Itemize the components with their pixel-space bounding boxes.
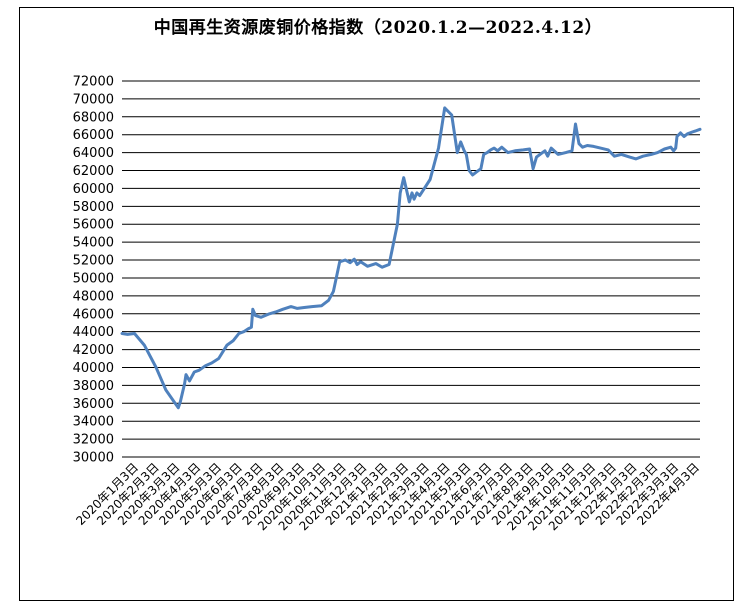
y-tick-label: 48000 xyxy=(73,289,114,304)
x-axis-tick-labels: 2020年1月3日2020年2月3日2020年3月3日2020年4月3日2020… xyxy=(73,460,702,533)
y-tick-label: 50000 xyxy=(73,271,114,286)
y-tick-label: 44000 xyxy=(73,325,114,340)
y-tick-label: 46000 xyxy=(73,307,114,322)
y-tick-label: 70000 xyxy=(73,92,114,107)
y-tick-label: 68000 xyxy=(73,110,114,125)
y-tick-label: 30000 xyxy=(73,451,114,466)
y-tick-label: 38000 xyxy=(73,379,114,394)
y-tick-label: 72000 xyxy=(73,75,114,90)
y-tick-label: 42000 xyxy=(73,343,114,358)
y-axis-tick-labels: 30000 32000 34000 36000 38000 40000 42000 44000… xyxy=(73,75,114,466)
y-tick-label: 62000 xyxy=(73,164,114,179)
y-tick-label: 64000 xyxy=(73,146,114,161)
chart-frame xyxy=(19,7,734,601)
y-tick-label: 40000 xyxy=(73,361,114,376)
y-tick-label: 54000 xyxy=(73,236,114,251)
y-tick-label: 56000 xyxy=(73,218,114,233)
y-tick-label: 32000 xyxy=(73,433,114,448)
series-line xyxy=(120,106,702,410)
y-tick-label: 60000 xyxy=(73,182,114,197)
y-tick-label: 52000 xyxy=(73,254,114,269)
chart-title: 中国再生资源废铜价格指数（2020.1.2—2022.4.12） xyxy=(153,18,603,38)
y-tick-label: 66000 xyxy=(73,128,114,143)
y-tick-label: 36000 xyxy=(73,397,114,412)
gridlines xyxy=(122,80,700,458)
y-tick-label: 34000 xyxy=(73,415,114,430)
y-tick-label: 58000 xyxy=(73,200,114,215)
